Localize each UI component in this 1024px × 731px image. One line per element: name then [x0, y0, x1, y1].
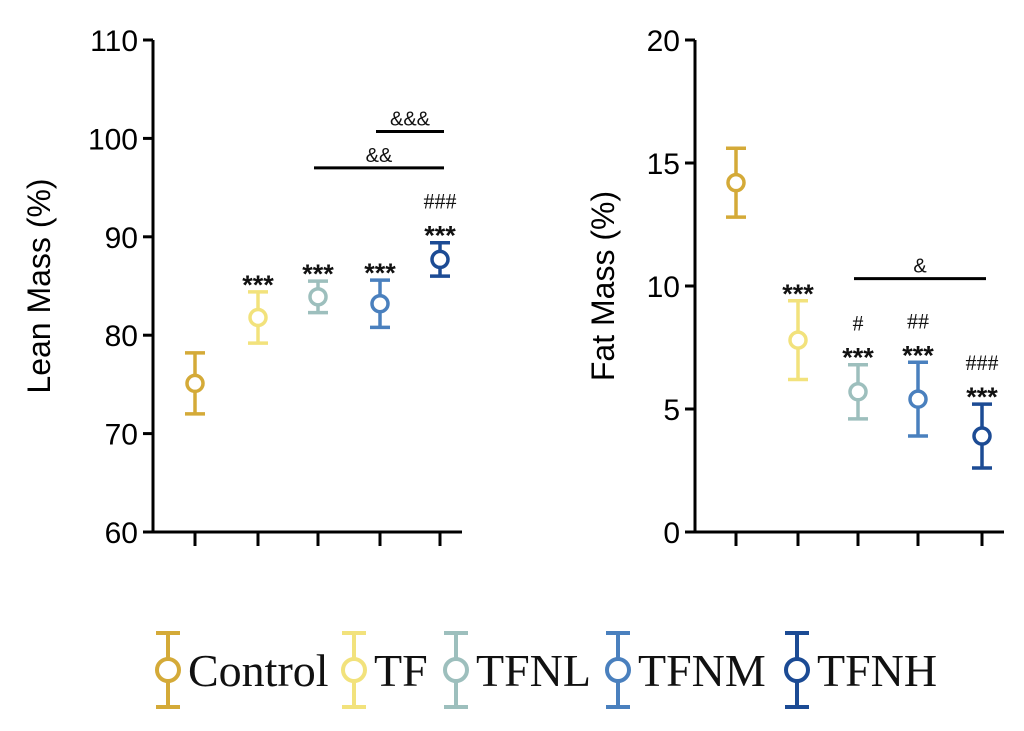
data-point-control [185, 351, 205, 416]
legend: Control TF TFNL TFNM TFNH [155, 631, 937, 709]
mean-marker [248, 307, 268, 328]
y-tick-label: 20 [647, 25, 680, 58]
legend-item-control: Control [155, 631, 329, 709]
legend-item-tf: TF [341, 631, 428, 709]
significance-hash: ## [907, 308, 929, 333]
data-point-tfnh [430, 240, 450, 278]
legend-item-tfnl: TFNL [443, 631, 591, 709]
data-point-tfnh [972, 402, 992, 470]
significance-stars: *** [302, 259, 334, 289]
legend-label: TF [374, 645, 428, 696]
significance-stars: *** [364, 258, 396, 288]
y-axis-title: Fat Mass (%) [585, 191, 621, 381]
y-axis-title: Lean Mass (%) [21, 178, 57, 393]
legend-item-tfnh: TFNH [784, 631, 937, 709]
data-point-control [726, 146, 746, 219]
significance-hash: # [853, 311, 864, 336]
y-tick-label: 15 [647, 148, 680, 181]
mean-marker [308, 287, 328, 307]
legend-label: TFNH [817, 645, 937, 696]
bracket-label: && [366, 145, 393, 167]
significance-stars: *** [966, 382, 998, 412]
y-tick-label: 100 [88, 123, 138, 156]
significance-hash: ### [424, 189, 457, 214]
y-tick-label: 110 [90, 25, 138, 58]
legend-marker [341, 657, 367, 683]
significance-stars: *** [782, 279, 814, 309]
mean-marker [788, 330, 808, 350]
legend-marker [155, 657, 181, 683]
significance-stars: *** [902, 340, 934, 370]
legend-marker [784, 657, 810, 683]
y-tick-label: 60 [105, 517, 138, 550]
legend-marker [443, 657, 469, 683]
mean-marker [370, 293, 390, 314]
y-tick-label: 90 [105, 222, 138, 255]
data-point-tfnl [848, 362, 868, 421]
legend-label: TFNL [476, 645, 591, 696]
data-point-tf [248, 290, 268, 345]
mean-marker [430, 249, 450, 270]
mean-marker [908, 389, 928, 409]
mean-marker [185, 373, 205, 394]
y-tick-label: 80 [105, 320, 138, 353]
y-tick-label: 70 [105, 419, 138, 452]
fat-mass-panel: 0 5 10 15 20 Fat Mass (%) *** *** # *** ## *** ### & [585, 25, 1004, 550]
bracket-label: & [913, 256, 927, 278]
lean-mass-panel: 60 70 80 90 100 110 Lean Mass (%) *** *** *** *** #… [21, 25, 462, 550]
mean-marker [726, 172, 746, 193]
significance-stars: *** [242, 270, 274, 300]
significance-hash: ### [966, 350, 999, 375]
data-point-tfnm [908, 360, 928, 438]
legend-item-tfnm: TFNM [605, 631, 766, 709]
data-point-tfnl [308, 279, 328, 315]
significance-stars: *** [842, 343, 874, 373]
mean-marker [972, 426, 992, 446]
significance-stars: *** [424, 221, 456, 251]
mean-marker [848, 382, 868, 402]
y-tick-label: 5 [663, 394, 680, 427]
y-tick-label: 10 [647, 271, 680, 304]
bracket-label: &&& [390, 109, 431, 131]
legend-marker [605, 657, 631, 683]
y-tick-label: 0 [663, 517, 680, 550]
data-point-tf [788, 299, 808, 382]
legend-label: TFNM [638, 645, 766, 696]
data-point-tfnm [370, 278, 390, 330]
legend-label: Control [188, 645, 329, 696]
